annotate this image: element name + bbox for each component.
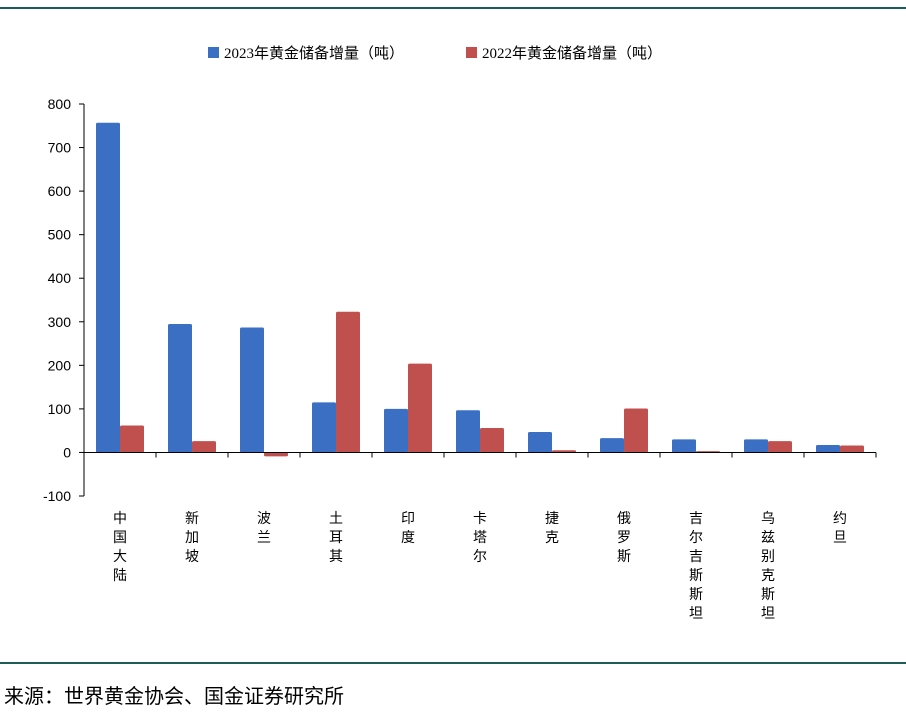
- category-label-3: 土耳其: [329, 511, 343, 565]
- category-label-0: 中国大陆: [113, 511, 127, 584]
- y-tick-label-2: 100: [48, 401, 72, 417]
- y-tick-label-9: 800: [48, 96, 72, 112]
- bar-0-9: [744, 439, 768, 453]
- bar-0-8: [672, 439, 696, 453]
- category-label-7: 俄罗斯: [617, 511, 631, 565]
- bar-1-6: [552, 450, 576, 453]
- category-label-9: 乌兹别克斯坦: [761, 511, 775, 622]
- bar-0-4: [384, 408, 408, 453]
- legend-label-1: 2022年黄金储备增量（吨）: [482, 45, 662, 62]
- category-label-1: 新加坡: [185, 511, 199, 565]
- bar-1-5: [480, 428, 504, 453]
- bar-chart: 2023年黄金储备增量（吨） 2022年黄金储备增量（吨） -100 0 100 200…: [43, 45, 877, 622]
- y-tick-label-1: 0: [63, 444, 71, 460]
- x-axis: [83, 451, 877, 458]
- bar-0-5: [456, 410, 480, 453]
- category-label-10: 约旦: [833, 511, 847, 546]
- y-tick-label-8: 700: [48, 140, 72, 156]
- bar-0-0: [96, 122, 120, 453]
- bar-0-10: [816, 445, 840, 453]
- bar-1-1: [192, 441, 216, 453]
- bottom-rule: [0, 662, 906, 664]
- bar-0-1: [168, 323, 192, 453]
- y-tick-label-4: 300: [48, 314, 72, 330]
- y-tick-label-7: 600: [48, 183, 72, 199]
- bar-1-9: [768, 441, 792, 453]
- bar-1-2: [264, 452, 288, 457]
- legend-swatch-1: [466, 47, 477, 58]
- bar-1-4: [408, 363, 432, 453]
- y-tick-label-6: 500: [48, 227, 72, 243]
- bars: [96, 122, 864, 457]
- source-note: 来源：世界黄金协会、国金证券研究所: [4, 684, 344, 708]
- legend-label-0: 2023年黄金储备增量（吨）: [224, 45, 404, 62]
- category-label-2: 波兰: [257, 511, 271, 546]
- y-axis: -100 0 100 200 300 400 500 600 700 800: [43, 96, 85, 504]
- category-label-6: 捷克: [545, 511, 559, 546]
- legend: 2023年黄金储备增量（吨） 2022年黄金储备增量（吨）: [208, 45, 662, 62]
- y-tick-label-5: 400: [48, 270, 72, 286]
- bar-1-7: [624, 408, 648, 453]
- category-label-8: 吉尔吉斯斯坦: [689, 511, 703, 622]
- bar-1-0: [120, 425, 144, 453]
- top-rule: [0, 7, 906, 9]
- bar-0-3: [312, 402, 336, 453]
- bar-1-3: [336, 311, 360, 453]
- y-tick-label-0: -100: [43, 488, 71, 504]
- bar-0-2: [240, 327, 264, 453]
- bar-0-6: [528, 431, 552, 453]
- category-labels: 中国大陆 新加坡 波兰 土耳其 印度 卡塔尔 捷克 俄罗斯 吉尔吉斯斯坦 乌兹别克斯坦 约旦: [113, 511, 847, 622]
- legend-swatch-0: [208, 47, 219, 58]
- y-tick-label-3: 200: [48, 357, 72, 373]
- category-label-4: 印度: [401, 511, 415, 546]
- bar-0-7: [600, 438, 624, 453]
- category-label-5: 卡塔尔: [473, 511, 487, 565]
- bar-1-10: [840, 445, 864, 453]
